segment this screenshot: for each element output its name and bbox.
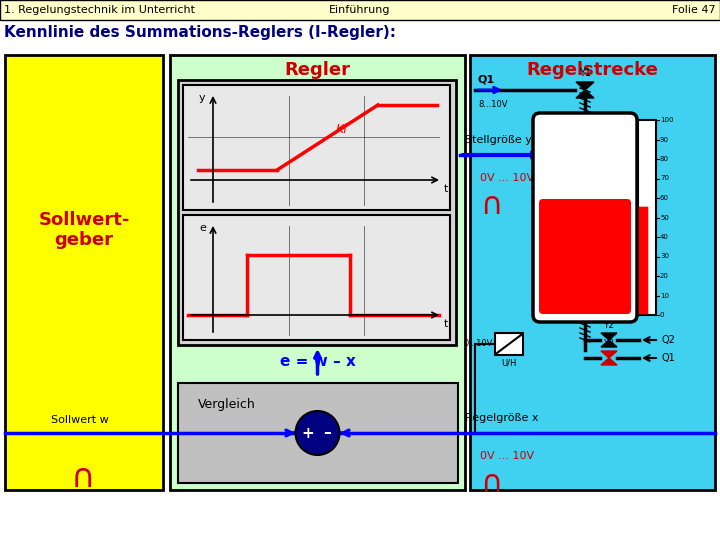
Circle shape <box>295 411 340 455</box>
FancyBboxPatch shape <box>539 199 631 314</box>
Text: –: – <box>323 426 331 441</box>
Text: Regler: Regler <box>284 61 351 79</box>
Text: Q1: Q1 <box>478 75 495 85</box>
Text: Folie 47: Folie 47 <box>672 5 716 15</box>
Text: 1. Regelungstechnik im Unterricht: 1. Regelungstechnik im Unterricht <box>4 5 195 15</box>
Text: 0: 0 <box>660 312 665 318</box>
FancyBboxPatch shape <box>170 55 465 490</box>
Text: Sollwert w: Sollwert w <box>51 415 109 425</box>
Text: ∩: ∩ <box>71 461 95 494</box>
Text: ∩: ∩ <box>480 190 503 219</box>
Text: e: e <box>199 223 206 233</box>
Text: Y1: Y1 <box>579 68 591 78</box>
Polygon shape <box>576 82 594 98</box>
Text: +: + <box>301 426 314 441</box>
Text: Vergleich: Vergleich <box>198 398 256 411</box>
FancyBboxPatch shape <box>183 85 450 210</box>
Text: Y3: Y3 <box>603 339 615 348</box>
Text: ∩: ∩ <box>480 468 503 497</box>
Text: Ki: Ki <box>336 123 347 136</box>
Text: 20: 20 <box>660 273 669 279</box>
Text: 80: 80 <box>660 156 669 162</box>
FancyBboxPatch shape <box>638 120 656 315</box>
FancyBboxPatch shape <box>5 55 163 490</box>
Text: Einführung: Einführung <box>329 5 391 15</box>
Text: Regelgröße x: Regelgröße x <box>465 413 539 423</box>
Polygon shape <box>601 333 617 347</box>
Text: 50: 50 <box>660 214 669 220</box>
Polygon shape <box>601 351 617 365</box>
Text: t: t <box>444 184 449 194</box>
Text: 100: 100 <box>660 117 673 123</box>
Text: 40: 40 <box>660 234 669 240</box>
FancyBboxPatch shape <box>470 55 715 490</box>
Text: y: y <box>199 93 206 103</box>
Text: 30: 30 <box>660 253 669 260</box>
Text: 10: 10 <box>660 293 669 299</box>
FancyBboxPatch shape <box>533 113 637 322</box>
Text: e = w – x: e = w – x <box>279 354 356 369</box>
Text: 0V ... 10V: 0V ... 10V <box>480 173 534 183</box>
FancyBboxPatch shape <box>0 0 720 20</box>
Text: Y2: Y2 <box>603 321 614 330</box>
FancyBboxPatch shape <box>495 333 523 355</box>
FancyBboxPatch shape <box>183 215 450 340</box>
Text: Regelstrecke: Regelstrecke <box>526 61 658 79</box>
Text: Q2: Q2 <box>661 335 675 345</box>
Text: 0V ... 10V: 0V ... 10V <box>480 451 534 461</box>
Text: 70: 70 <box>660 176 669 181</box>
Text: 90: 90 <box>660 137 669 143</box>
Text: Stellgröße y: Stellgröße y <box>465 135 532 145</box>
Text: U/H: U/H <box>501 358 517 367</box>
Text: t: t <box>444 319 449 329</box>
FancyBboxPatch shape <box>178 80 456 345</box>
Text: Sollwert-
geber: Sollwert- geber <box>38 211 130 249</box>
FancyBboxPatch shape <box>639 207 648 314</box>
Text: 8...10V: 8...10V <box>478 100 508 109</box>
Text: Q1: Q1 <box>661 353 675 363</box>
Text: 60: 60 <box>660 195 669 201</box>
FancyBboxPatch shape <box>178 383 458 483</box>
Text: Kennlinie des Summations-Reglers (I-Regler):: Kennlinie des Summations-Reglers (I-Regl… <box>4 25 396 40</box>
Text: 0...10V: 0...10V <box>464 340 493 348</box>
